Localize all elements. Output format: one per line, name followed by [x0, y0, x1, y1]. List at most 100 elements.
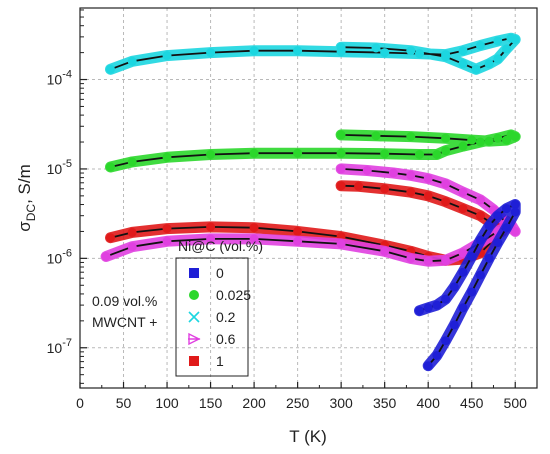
- data-point: [380, 246, 390, 256]
- data-point: [106, 233, 115, 243]
- legend-label: 0.6: [216, 331, 236, 347]
- data-point: [406, 170, 416, 180]
- x-tick-label: 100: [155, 395, 179, 411]
- data-point: [441, 294, 451, 304]
- legend-marker: [189, 290, 199, 300]
- data-point: [127, 157, 137, 167]
- data-point: [475, 270, 485, 280]
- data-point: [484, 221, 494, 231]
- data-point: [432, 300, 442, 310]
- data-point: [206, 222, 216, 232]
- data-point: [162, 51, 172, 61]
- series-0.2: [105, 32, 521, 75]
- data-point: [502, 44, 511, 54]
- data-point: [467, 287, 477, 297]
- legend: Ni@C (vol.%) 0 0.025 0.2 0.6 1: [175, 238, 263, 377]
- data-point: [475, 195, 485, 205]
- y-tick-label: 10-6: [47, 247, 72, 266]
- data-point: [380, 149, 390, 159]
- data-point: [441, 133, 451, 143]
- data-point: [441, 179, 451, 189]
- x-axis-ticks: 0 50 100 150 200 250 300 350 400 450 500: [76, 382, 527, 411]
- x-tick-label: 500: [504, 395, 528, 411]
- data-point: [206, 234, 216, 244]
- data-point: [380, 184, 390, 194]
- data-series: [100, 32, 521, 372]
- data-point: [441, 255, 451, 265]
- data-point: [371, 43, 381, 53]
- data-point: [249, 148, 259, 158]
- data-point: [432, 351, 442, 360]
- series-0: [414, 199, 521, 372]
- data-point: [441, 52, 451, 62]
- data-point: [336, 130, 346, 140]
- legend-label: 0: [216, 265, 224, 281]
- data-point: [106, 162, 115, 172]
- data-point: [406, 187, 416, 197]
- data-point: [458, 267, 468, 277]
- x-tick-label: 50: [116, 395, 132, 411]
- data-point: [471, 64, 481, 74]
- x-tick-label: 0: [76, 395, 84, 411]
- legend-marker: [188, 332, 201, 346]
- data-point: [510, 132, 520, 142]
- data-point: [101, 252, 111, 261]
- data-point: [371, 131, 381, 141]
- data-point: [458, 141, 468, 151]
- data-point: [502, 204, 511, 214]
- data-point: [441, 146, 451, 156]
- data-point: [293, 148, 303, 158]
- y-axis-title-sub: DC: [24, 204, 38, 222]
- x-axis-title: T (K): [289, 427, 326, 446]
- data-point: [336, 239, 346, 249]
- data-point: [484, 136, 494, 146]
- data-point: [467, 252, 477, 261]
- legend-label: 0.2: [216, 309, 236, 325]
- data-point: [336, 181, 346, 191]
- data-point: [423, 256, 433, 266]
- y-tick-label: 10-7: [47, 337, 72, 356]
- y-tick-label: 10-5: [47, 158, 72, 177]
- data-point: [206, 150, 216, 159]
- data-point: [458, 204, 468, 214]
- x-tick-label: 350: [373, 395, 397, 411]
- data-point: [406, 132, 416, 142]
- data-point: [406, 46, 416, 56]
- data-point: [510, 207, 520, 217]
- data-point: [206, 48, 216, 58]
- data-point: [510, 200, 520, 209]
- data-point: [502, 135, 511, 145]
- data-point: [458, 248, 468, 258]
- data-point: [510, 226, 520, 236]
- legend-title: Ni@C (vol.%): [178, 238, 263, 254]
- data-point: [423, 191, 433, 201]
- legend-label: 1: [216, 353, 224, 369]
- series-0.025: [105, 129, 521, 173]
- data-point: [475, 211, 485, 221]
- data-point: [127, 242, 137, 252]
- data-point: [449, 282, 459, 292]
- data-point: [415, 306, 424, 316]
- data-point: [380, 48, 390, 58]
- data-point: [475, 137, 485, 147]
- data-point: [493, 133, 503, 143]
- plot-frame: [79, 7, 538, 389]
- data-point: [162, 236, 172, 246]
- legend-marker: [189, 268, 199, 278]
- data-point: [249, 46, 259, 56]
- data-point: [510, 35, 520, 44]
- data-point: [362, 166, 372, 175]
- data-point: [493, 54, 503, 64]
- data-point: [493, 211, 503, 221]
- y-axis-title-rest: , S/m: [15, 164, 34, 204]
- data-point: [458, 59, 468, 69]
- data-point: [406, 253, 416, 263]
- annotation-note: 0.09 vol.% MWCNT +: [92, 293, 157, 330]
- y-tick-label: 10-4: [47, 69, 72, 88]
- data-point: [415, 150, 424, 159]
- x-tick-label: 400: [417, 395, 441, 411]
- data-point: [423, 303, 433, 313]
- data-point: [484, 253, 494, 263]
- data-point: [441, 336, 451, 346]
- data-point: [249, 223, 259, 233]
